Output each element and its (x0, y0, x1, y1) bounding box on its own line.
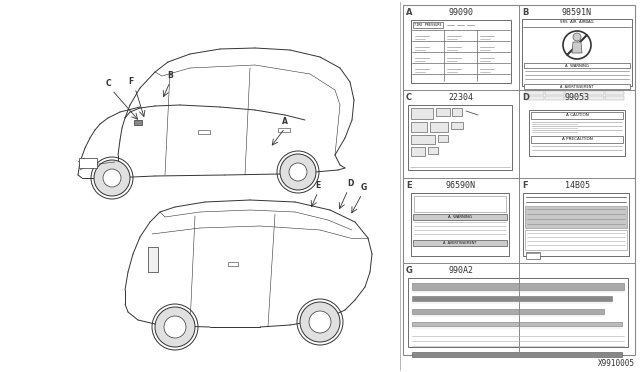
Bar (524, 63, 630, 68)
Bar (412, 309, 604, 314)
Text: D: D (347, 179, 353, 188)
Bar (524, 84, 630, 89)
Bar (411, 147, 425, 156)
Bar (526, 252, 540, 259)
Bar (605, 91, 624, 95)
Bar (278, 128, 290, 132)
Bar (198, 130, 210, 134)
Bar (412, 296, 612, 301)
Bar (134, 120, 142, 125)
Text: F: F (522, 181, 527, 190)
Text: C: C (105, 79, 111, 88)
Circle shape (103, 169, 121, 187)
Text: D: D (522, 93, 529, 102)
Text: X9910005: X9910005 (598, 359, 635, 368)
Text: B: B (522, 8, 529, 17)
Text: E: E (406, 181, 412, 190)
Bar (411, 20, 511, 83)
Bar (438, 135, 448, 142)
Text: A  WARNING: A WARNING (565, 64, 589, 68)
Bar (428, 147, 438, 154)
Text: B: B (167, 71, 173, 80)
Circle shape (280, 154, 316, 190)
Bar (411, 193, 509, 256)
Text: E: E (316, 181, 321, 190)
Bar (545, 96, 564, 100)
Bar (228, 262, 238, 266)
Bar (531, 136, 623, 143)
Polygon shape (572, 42, 582, 53)
Bar (411, 135, 435, 144)
Circle shape (309, 311, 331, 333)
Text: 98591N: 98591N (562, 8, 592, 17)
Circle shape (94, 160, 130, 196)
Text: C: C (406, 93, 412, 102)
Bar (411, 108, 433, 119)
Text: A PRECAUTION: A PRECAUTION (562, 137, 593, 141)
Text: 22304: 22304 (449, 93, 474, 102)
Text: A  AVERTISSEMENT: A AVERTISSEMENT (560, 84, 594, 89)
Bar (451, 122, 463, 129)
Text: 990A2: 990A2 (449, 266, 474, 275)
Bar (413, 214, 507, 220)
Circle shape (164, 316, 186, 338)
Circle shape (289, 163, 307, 181)
Text: 96590N: 96590N (446, 181, 476, 190)
Text: 99053: 99053 (564, 93, 589, 102)
Text: 14B05: 14B05 (564, 181, 589, 190)
Bar (565, 96, 584, 100)
Text: A  WARNING: A WARNING (448, 215, 472, 218)
Bar (430, 122, 448, 132)
Bar (412, 352, 622, 357)
Bar (605, 96, 624, 100)
Circle shape (300, 302, 340, 342)
Circle shape (573, 33, 581, 41)
Bar (413, 22, 443, 28)
Bar (452, 108, 462, 116)
Bar (408, 278, 628, 347)
Text: A CAUTION: A CAUTION (566, 112, 588, 116)
Bar (531, 112, 623, 119)
Bar (525, 206, 627, 228)
Bar (522, 19, 632, 86)
Bar (412, 283, 624, 290)
Bar (523, 193, 629, 256)
Bar (411, 122, 427, 132)
Bar (408, 105, 512, 170)
Bar (79, 158, 97, 168)
Bar (525, 230, 627, 250)
Text: G: G (361, 183, 367, 192)
Text: A: A (282, 117, 288, 126)
Bar (525, 96, 544, 100)
Circle shape (155, 307, 195, 347)
Bar (545, 91, 564, 95)
Bar (148, 247, 158, 272)
Text: SRS  AIR  AIRBAG: SRS AIR AIRBAG (560, 20, 594, 24)
Text: G: G (406, 266, 413, 275)
Bar (585, 96, 604, 100)
Bar (403, 5, 635, 355)
Text: TIRE PRESSURE: TIRE PRESSURE (414, 22, 442, 26)
Bar (413, 240, 507, 246)
Text: A  AVERTISSEMENT: A AVERTISSEMENT (444, 241, 477, 244)
Bar (529, 110, 625, 156)
Bar (565, 91, 584, 95)
Text: 99090: 99090 (449, 8, 474, 17)
Text: A: A (406, 8, 413, 17)
Bar (412, 322, 622, 326)
Text: F: F (129, 77, 134, 86)
Bar (436, 108, 450, 116)
Bar (414, 196, 506, 212)
Bar (525, 91, 544, 95)
Bar (585, 91, 604, 95)
